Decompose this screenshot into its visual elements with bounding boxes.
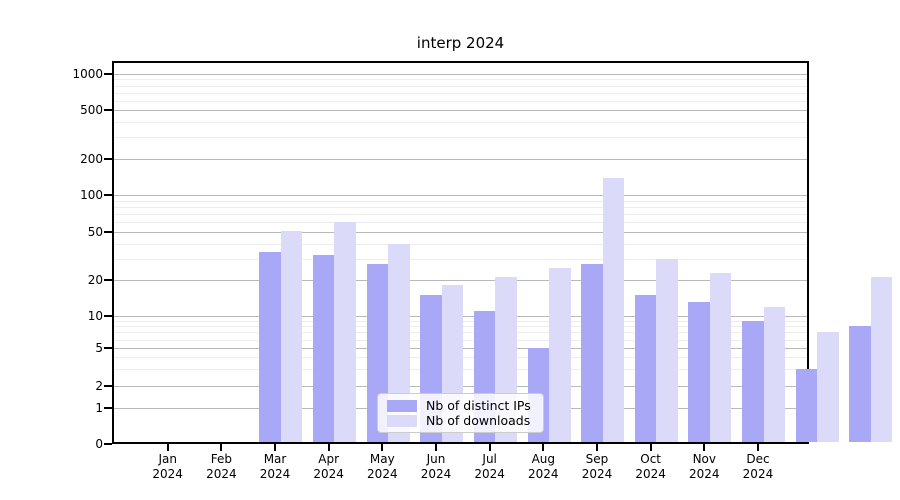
y-tick-mark	[104, 73, 112, 75]
x-tick-label: May 2024	[367, 452, 398, 481]
y-tick-label: 1	[95, 401, 103, 415]
bar-ips-aug	[634, 294, 657, 442]
y-tick-mark	[104, 385, 112, 387]
x-tick-mark	[166, 444, 169, 451]
gridline-minor	[114, 100, 807, 102]
x-tick-mark	[220, 444, 223, 451]
legend: Nb of distinct IPs Nb of downloads	[377, 393, 544, 433]
bar-downloads-jul	[602, 177, 625, 442]
gridline-minor	[114, 92, 807, 94]
y-tick-mark	[104, 231, 112, 233]
y-tick-label: 100	[80, 188, 103, 202]
x-tick-mark	[435, 444, 437, 451]
bar-downloads-dec	[870, 277, 893, 442]
bar-ips-nov	[795, 369, 818, 442]
x-tick-label: Mar 2024	[259, 452, 291, 481]
legend-row: Nb of distinct IPs	[387, 398, 535, 413]
legend-swatch-ips-icon	[387, 399, 417, 412]
y-tick-label: 200	[80, 152, 103, 166]
x-tick-label: Oct 2024	[635, 452, 666, 481]
bar-ips-sep	[688, 302, 710, 442]
y-tick-label: 20	[87, 273, 103, 287]
gridline-major	[114, 74, 807, 75]
gridline-major	[114, 159, 807, 160]
y-tick-mark	[104, 279, 112, 281]
y-tick-label: 0	[95, 437, 103, 451]
x-tick-mark	[381, 444, 384, 451]
y-tick-label: 1000	[72, 67, 103, 81]
y-tick-mark	[104, 158, 112, 160]
gridline-minor	[114, 243, 807, 245]
x-tick-label: Dec 2024	[742, 452, 774, 481]
bar-downloads-feb	[334, 222, 356, 442]
legend-label-ips: Nb of distinct IPs	[426, 398, 531, 413]
gridline-minor	[114, 79, 807, 81]
y-tick-label: 500	[80, 103, 103, 117]
bar-downloads-sep	[709, 272, 732, 442]
x-tick-label: Jan 2024	[152, 452, 183, 481]
gridline-minor	[114, 214, 807, 216]
gridline-major	[114, 195, 807, 196]
x-tick-mark	[595, 444, 598, 451]
gridline-major	[114, 110, 807, 111]
x-tick-mark	[274, 444, 277, 451]
y-tick-mark	[104, 347, 112, 349]
y-tick-mark	[104, 407, 112, 409]
y-tick-label: 10	[87, 309, 103, 323]
gridline-minor	[114, 206, 807, 208]
gridline-minor	[114, 121, 807, 123]
legend-label-downloads: Nb of downloads	[426, 413, 531, 428]
x-tick-label: Apr 2024	[313, 452, 344, 481]
y-tick-mark	[104, 315, 112, 317]
bar-downloads-jan	[280, 230, 303, 442]
bar-downloads-nov	[817, 332, 839, 442]
x-tick-label: Feb 2024	[206, 452, 237, 481]
x-tick-mark	[327, 444, 330, 451]
gridline-minor	[114, 85, 807, 87]
bar-ips-feb	[312, 255, 335, 442]
chart-title: interp 2024	[416, 34, 505, 52]
legend-row: Nb of downloads	[387, 413, 535, 428]
y-tick-mark	[104, 194, 112, 196]
bar-ips-jul	[581, 264, 603, 442]
x-tick-mark	[542, 444, 545, 451]
x-tick-mark	[756, 444, 759, 451]
gridline-minor	[114, 258, 807, 260]
bar-downloads-aug	[656, 258, 678, 442]
x-tick-mark	[649, 444, 652, 451]
x-tick-mark	[488, 444, 491, 451]
bar-downloads-mar	[388, 243, 410, 442]
y-tick-label: 5	[95, 341, 103, 355]
x-tick-label: Jul 2024	[474, 452, 505, 481]
bar-ips-oct	[742, 320, 764, 442]
bar-ips-dec	[849, 326, 871, 442]
gridline-minor	[114, 200, 807, 202]
gridline-major	[114, 280, 807, 281]
bar-downloads-jun	[549, 268, 571, 442]
y-tick-label: 50	[87, 225, 103, 239]
y-tick-mark	[104, 443, 112, 445]
x-tick-label: Jun 2024	[420, 452, 452, 481]
y-tick-mark	[104, 109, 112, 111]
bar-ips-jan	[259, 252, 281, 442]
bar-downloads-oct	[763, 306, 786, 442]
x-tick-label: Aug 2024	[528, 452, 559, 481]
legend-swatch-downloads-icon	[387, 414, 417, 427]
x-tick-label: Sep 2024	[581, 452, 613, 481]
x-tick-label: Nov 2024	[689, 452, 720, 481]
y-tick-label: 2	[95, 379, 103, 393]
gridline-minor	[114, 222, 807, 224]
x-tick-mark	[703, 444, 706, 451]
gridline-minor	[114, 137, 807, 139]
plot-area	[112, 61, 893, 444]
gridline-major	[114, 232, 807, 233]
